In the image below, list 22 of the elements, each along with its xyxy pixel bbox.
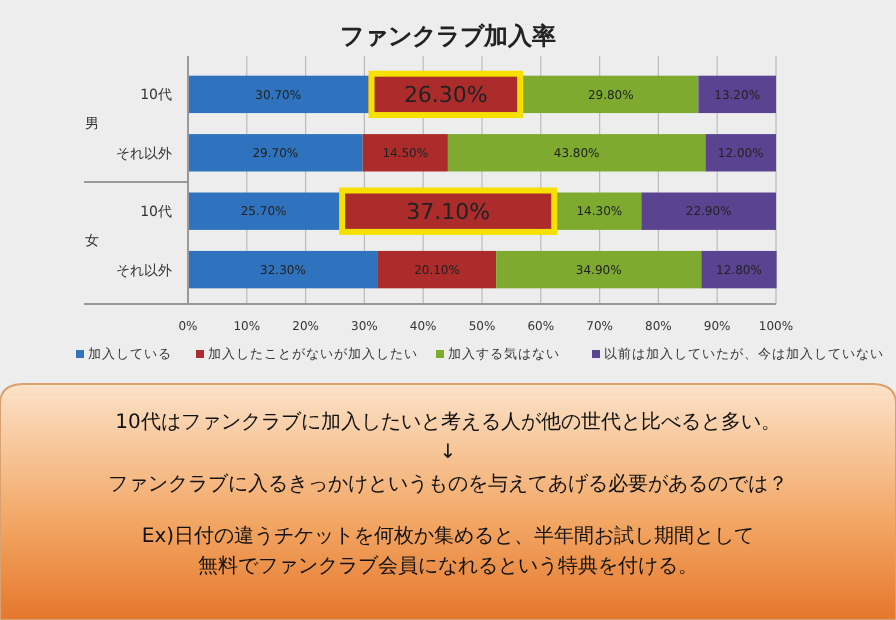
bar <box>188 134 363 172</box>
text: ファンクラブに入るきっかけというものを与えてあげる必要があるのでは？ <box>108 472 788 496</box>
bar <box>447 134 706 172</box>
bar <box>705 134 776 172</box>
bar <box>641 192 776 230</box>
bar <box>496 250 702 289</box>
bar <box>377 250 497 289</box>
data-label: 37.10% <box>406 198 491 225</box>
bar <box>698 75 776 114</box>
text: Ex)日付の違うチケットを何枚か集めると、半年間お試し期間として <box>141 524 755 548</box>
bar <box>188 250 378 289</box>
bar <box>523 75 699 114</box>
data-label: 26.30% <box>403 82 488 109</box>
bar <box>188 192 340 230</box>
bar <box>362 134 448 172</box>
text: 無料でファンクラブ会員になれるという特典を付ける。 <box>198 554 698 578</box>
text: 10代はファンクラブに加入したいと考える人が他の世代と比べると多い。 <box>115 410 781 434</box>
bar <box>701 250 777 289</box>
text: ↓ <box>439 442 457 464</box>
bar <box>557 192 642 230</box>
bar <box>188 75 369 114</box>
chart-title: ファンクラブ加入率 <box>340 22 556 50</box>
